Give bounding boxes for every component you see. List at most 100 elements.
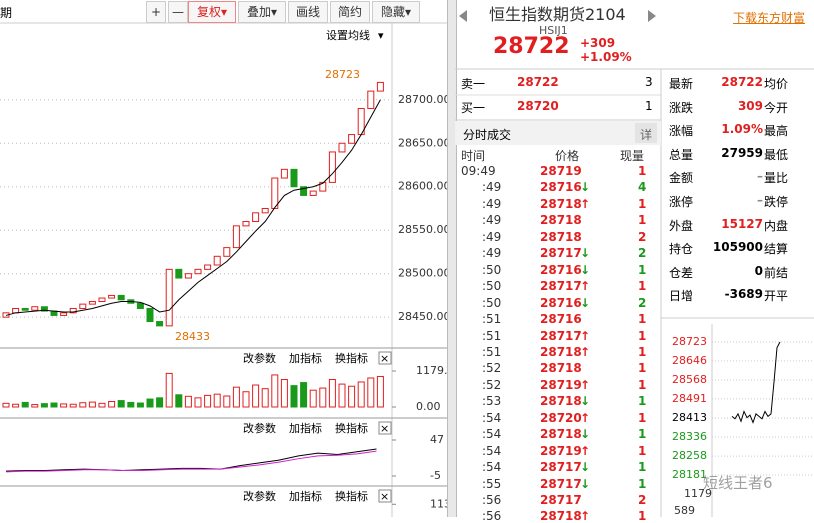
trade-price: 28717 <box>540 246 582 261</box>
volume-bar <box>309 389 317 408</box>
stat-value: -3689 <box>724 287 763 302</box>
trade-time: :49 <box>482 213 502 228</box>
splitter[interactable] <box>447 0 457 517</box>
trade-time: :49 <box>482 246 502 261</box>
button-label: 叠加 <box>246 5 271 19</box>
close-box <box>378 421 392 435</box>
trade-time: :51 <box>482 344 502 359</box>
panel-button: 换指标 <box>335 421 368 435</box>
candle-body <box>223 247 231 257</box>
volume-bar <box>12 403 20 408</box>
candle-body <box>242 221 250 227</box>
candle-body <box>31 306 39 311</box>
trade-price: 28717 <box>540 460 582 475</box>
trade-volume: 2 <box>638 229 647 244</box>
close-button: × <box>380 422 389 435</box>
toolbar-button[interactable]: + <box>146 1 166 23</box>
candle-body <box>338 142 346 153</box>
volume-bar <box>184 395 192 408</box>
decor <box>455 10 814 517</box>
y-tick-label: 28450.00 <box>398 310 447 323</box>
y-tick-label: 28181 <box>672 468 707 481</box>
stat-value: 27959 <box>721 145 763 160</box>
trade-arrow: ↑ <box>580 279 591 294</box>
candle-body <box>108 294 116 299</box>
trade-time: :50 <box>482 262 502 277</box>
trade-time: :52 <box>482 377 502 392</box>
volume-bar <box>357 381 365 408</box>
toolbar-button[interactable]: 简约 <box>330 1 370 23</box>
candle-body <box>79 303 87 309</box>
trade-price: 28717 <box>540 476 582 491</box>
trade-arrow: ↑ <box>580 196 591 211</box>
stat-label: 涨停 <box>669 195 694 209</box>
trade-volume: 1 <box>638 328 647 343</box>
candle-body <box>271 177 279 209</box>
volume-bar <box>175 394 183 408</box>
panel-button: 改参数 <box>243 351 276 365</box>
y-tick-label: 28646 <box>672 354 707 367</box>
trade-price: 28716 <box>540 295 582 310</box>
stat-label: 总量 <box>669 147 694 162</box>
candle-body <box>146 307 154 323</box>
y-tick-label: 28550.00 <box>398 223 447 236</box>
trade-volume: 1 <box>638 377 647 392</box>
stat-value: 309 <box>737 98 763 113</box>
stat-value: – <box>757 193 763 207</box>
trade-arrow: ↑ <box>580 377 591 392</box>
trades-detail[interactable]: 详 <box>640 128 653 142</box>
quote-price: 28722 <box>493 34 570 59</box>
trade-time: :49 <box>482 180 502 195</box>
indicator-line <box>5 448 377 472</box>
toolbar-button[interactable]: 复权▾ <box>188 1 236 23</box>
stat-label: 结算 <box>764 242 789 257</box>
order-price: 28722 <box>517 75 559 89</box>
trade-price: 28719 <box>540 164 582 178</box>
ma-line <box>5 99 381 316</box>
trade-time: :51 <box>482 328 502 343</box>
close-box <box>378 489 392 503</box>
y-tick-label: 589 <box>674 504 695 517</box>
volume-bar <box>376 375 384 408</box>
volume-bar <box>319 387 327 408</box>
stat-value: 105900 <box>712 240 763 255</box>
toolbar-button[interactable]: 叠加▾ <box>238 1 286 23</box>
trade-time: :56 <box>482 509 502 523</box>
order-label: 卖一 <box>461 77 486 91</box>
trade-arrow: ↓ <box>580 476 591 491</box>
trade-price: 28718 <box>540 196 582 211</box>
stat-label: 前结 <box>764 265 789 280</box>
trade-price: 28718 <box>540 213 582 228</box>
y-tick-label: 1179.00 <box>416 364 447 377</box>
toolbar-button[interactable]: — <box>168 1 188 23</box>
volume-bar <box>348 385 356 408</box>
quote-panel: 恒生指数期货2104 HSIJ1 28722 +309 +1.09% 下载东方财富 卖一 28… <box>455 0 814 523</box>
y-tick-label: 28568 <box>672 373 707 386</box>
download-link[interactable]: 下载东方财富 <box>733 11 806 25</box>
trade-arrow: ↓ <box>580 427 591 442</box>
trade-volume: 1 <box>638 410 647 425</box>
trade-price: 28717 <box>540 328 582 343</box>
close-box <box>378 351 392 365</box>
column-header: 时间 <box>461 149 486 163</box>
y-tick-label: 28336 <box>672 430 707 443</box>
mini-chart: 28723 28646 28568 28491 28413 28336 28258 28181… <box>672 324 814 517</box>
y-tick-label: 28491 <box>672 392 707 405</box>
trade-price: 28718 <box>540 361 582 376</box>
toolbar-button[interactable]: 画线 <box>288 1 328 23</box>
trade-arrow: ↑ <box>580 443 591 458</box>
quote-code: HSIJ1 <box>539 24 568 37</box>
button-label: 简约 <box>337 5 362 19</box>
y-tick-label: 28700.00 <box>398 93 447 106</box>
volume-bar <box>146 398 154 408</box>
stat-label: 今开 <box>764 100 789 115</box>
candle-body <box>156 321 164 327</box>
quote-change: +309 <box>580 36 616 50</box>
toolbar-button[interactable]: 隐藏▾ <box>372 1 420 23</box>
volume-bar <box>69 403 77 408</box>
volume-bar <box>88 401 96 408</box>
volume-bar <box>79 402 87 408</box>
y-tick-label: -5 <box>430 469 441 482</box>
quote-pct: +1.09% <box>580 50 632 64</box>
volume-bar <box>98 402 106 408</box>
